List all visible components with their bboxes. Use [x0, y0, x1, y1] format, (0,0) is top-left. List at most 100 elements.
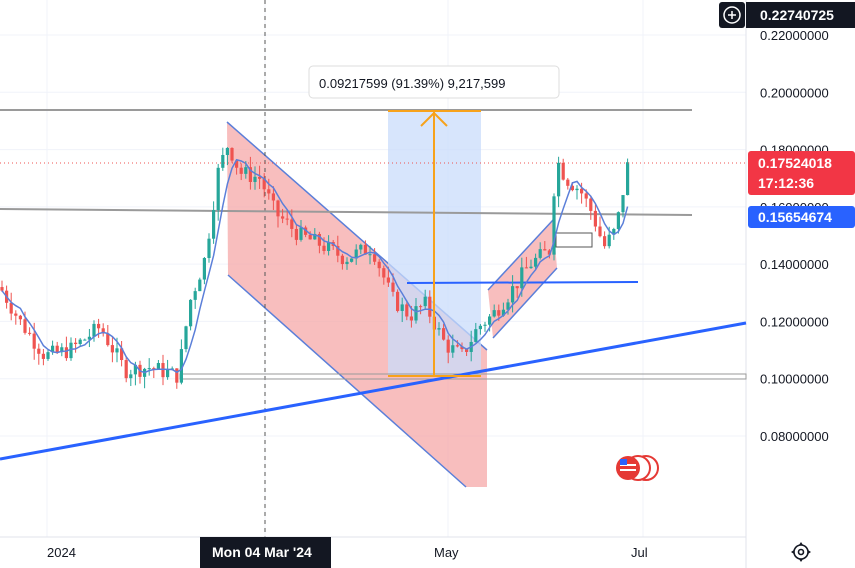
candle-body — [184, 326, 188, 350]
candle-body — [598, 226, 602, 237]
candle-body — [460, 346, 464, 350]
bar-countdown: 17:12:36 — [758, 175, 814, 191]
crosshair-price-badge: 0.22740725 — [746, 2, 855, 28]
gear-icon[interactable] — [791, 542, 811, 562]
candle-body — [478, 325, 482, 330]
candle-body — [322, 245, 326, 251]
candle-body — [396, 291, 400, 311]
candle-body — [60, 347, 64, 353]
plus-circle-icon[interactable] — [719, 2, 745, 28]
candle-body — [446, 339, 450, 353]
candle-body — [423, 296, 427, 307]
candle-body — [612, 229, 616, 235]
price-tick-label: 0.14000000 — [760, 257, 829, 272]
candle-body — [520, 267, 524, 289]
candle-body — [409, 316, 413, 321]
measure-label: 0.09217599 (91.39%) 9,217,599 — [308, 65, 560, 99]
candle-body — [290, 219, 294, 229]
candle-body — [451, 345, 455, 353]
candle-body — [414, 306, 418, 321]
candle-body — [543, 249, 547, 251]
candle-body — [124, 360, 128, 379]
candle-body — [626, 162, 630, 196]
candle-body — [538, 249, 542, 258]
candle-body — [276, 200, 280, 217]
candle-body — [147, 368, 151, 370]
small-range-box[interactable] — [555, 232, 593, 248]
resistance-level-mid[interactable] — [0, 208, 693, 216]
last-price-value: 0.17524018 — [758, 155, 832, 171]
candle-body — [51, 345, 55, 353]
candle-body — [207, 238, 211, 259]
candle-body — [225, 147, 229, 156]
candle-body — [350, 258, 354, 262]
candle-body — [299, 227, 303, 240]
candle-body — [248, 167, 252, 182]
candle-body — [308, 234, 312, 240]
crosshair-date-label: Mon 04 Mar '24 — [212, 544, 312, 560]
candle-body — [561, 162, 565, 180]
moving-average-value: 0.15654674 — [758, 209, 832, 225]
candle-body — [377, 261, 381, 269]
candle-body — [336, 245, 340, 256]
candle-body — [133, 364, 137, 375]
candle-body — [474, 329, 478, 342]
crosshair-date-badge — [200, 537, 331, 568]
candle-body — [382, 268, 386, 278]
candle-body — [46, 352, 50, 359]
candle-body — [106, 333, 110, 346]
candle-body — [41, 353, 45, 359]
price-tick-label: 0.10000000 — [760, 372, 829, 387]
candle-body — [179, 349, 183, 383]
candle-body — [515, 286, 519, 289]
candle-body — [442, 328, 446, 340]
price-tick-label: 0.20000000 — [760, 85, 829, 100]
candle-body — [584, 193, 588, 199]
candle-body — [64, 347, 68, 359]
candle-body — [156, 363, 160, 369]
last-price-badge: 0.17524018 17:12:36 — [748, 151, 855, 195]
price-tick-label: 0.22000000 — [760, 28, 829, 43]
ascending-channel-upper[interactable] — [487, 219, 554, 291]
price-axis[interactable]: 0.220000000.200000000.180000000.16000000… — [760, 28, 829, 444]
candle-body — [621, 195, 625, 213]
candle-body — [547, 250, 551, 255]
candle-body — [501, 309, 505, 316]
candle-body — [391, 282, 395, 292]
candle-body — [198, 279, 202, 292]
candle-body — [129, 374, 133, 379]
candle-body — [340, 255, 344, 265]
candle-body — [55, 345, 59, 353]
candle-body — [354, 249, 358, 259]
time-axis[interactable]: 2024 May Jul Mon 04 Mar '24 — [0, 536, 746, 568]
candle-body — [152, 368, 156, 370]
candle-body — [607, 234, 611, 247]
candle-body — [281, 216, 285, 219]
candle-body — [373, 254, 377, 262]
candle-body — [359, 244, 363, 250]
candle-body — [603, 236, 607, 247]
candle-body — [253, 176, 257, 182]
candle-body — [552, 196, 556, 255]
candle-body — [419, 306, 423, 308]
measure-arrow[interactable] — [388, 110, 481, 377]
rising-trendline[interactable] — [0, 321, 747, 461]
candle-body — [492, 310, 496, 317]
ascending-channel-lower[interactable] — [492, 267, 558, 339]
descending-channel-lower[interactable] — [227, 274, 467, 488]
price-tick-label: 0.08000000 — [760, 429, 829, 444]
candle-body — [557, 162, 561, 197]
us-flag-icon[interactable] — [616, 455, 659, 481]
candle-body — [166, 369, 170, 378]
candle-body — [589, 198, 593, 211]
candle-body — [244, 167, 248, 174]
candle-body — [239, 167, 243, 174]
candle-body — [32, 333, 36, 349]
candle-body — [570, 185, 574, 191]
measure-label-text: 0.09217599 (91.39%) 9,217,599 — [319, 76, 506, 91]
candle-body — [294, 228, 298, 240]
candle-body — [483, 324, 487, 326]
candle-body — [575, 188, 579, 191]
candle-body — [161, 363, 165, 378]
